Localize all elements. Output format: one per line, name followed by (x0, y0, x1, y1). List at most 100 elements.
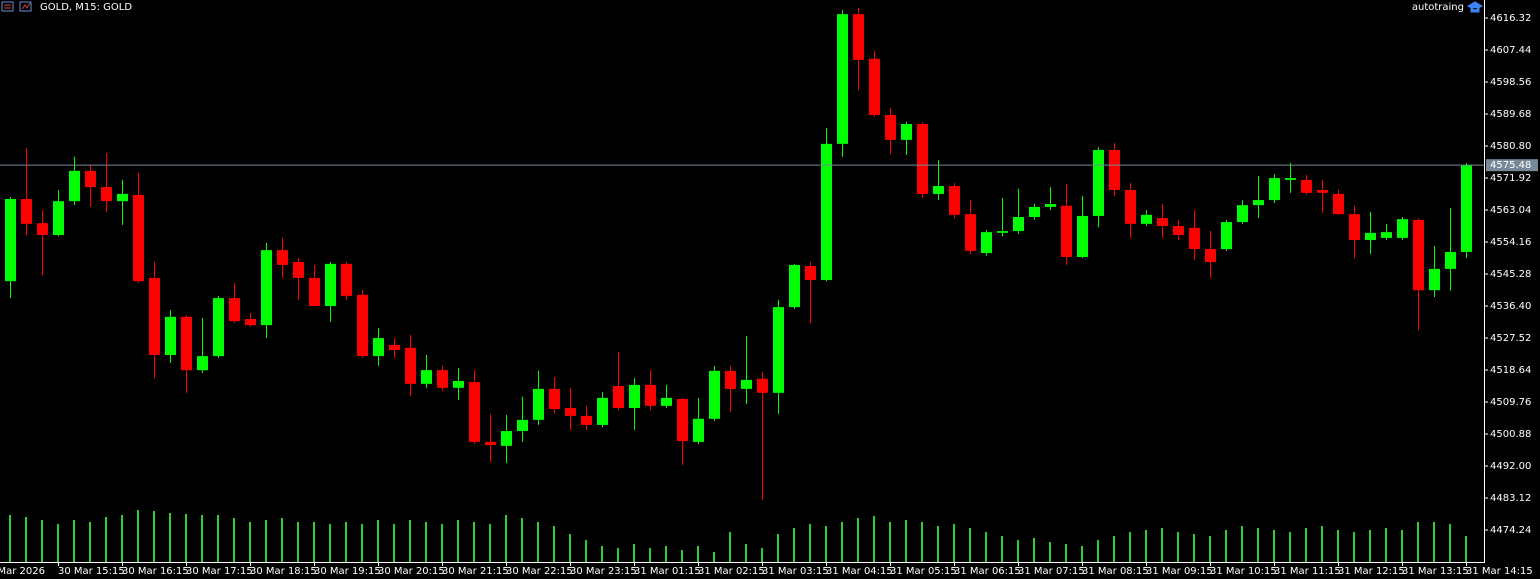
candle-body (261, 250, 272, 326)
volume-bar (153, 511, 155, 562)
candle-body (1093, 149, 1104, 216)
candle-body (213, 298, 224, 357)
volume-bar (761, 548, 763, 562)
volume-bar (905, 520, 907, 562)
x-tick-label: 30 Mar 22:15 (506, 566, 573, 577)
volume-bar (1001, 536, 1003, 562)
candle-body (21, 198, 32, 224)
candle-body (149, 277, 160, 356)
volume-bar (1017, 540, 1019, 562)
candle-body (69, 170, 80, 202)
candle-body (661, 397, 672, 406)
candle-body (853, 14, 864, 60)
volume-bar (1321, 526, 1323, 562)
candle-body (613, 386, 624, 408)
volume-bar (377, 520, 379, 562)
candle-body (501, 431, 512, 446)
volume-bar (201, 515, 203, 562)
x-tick-label: 30 Mar 20:15 (378, 566, 445, 577)
candle-body (1253, 200, 1264, 206)
volume-bar (1385, 528, 1387, 562)
volume-bar (265, 520, 267, 562)
volume-bar (1401, 530, 1403, 562)
chart-title: GOLD, M15: GOLD (40, 2, 132, 13)
x-tick-label: 30 Mar 2026 (0, 566, 45, 577)
candle-body (693, 418, 704, 442)
candle-body (1349, 214, 1360, 241)
x-tick-label: 31 Mar 07:15 (1018, 566, 1085, 577)
volume-bar (1417, 522, 1419, 562)
candle-body (421, 370, 432, 384)
volume-bar (393, 524, 395, 562)
candle-body (517, 419, 528, 432)
volume-bar (985, 532, 987, 562)
candle-body (117, 193, 128, 202)
candle-body (1397, 219, 1408, 238)
x-tick-label: 31 Mar 01:15 (634, 566, 701, 577)
y-tick-label: 4554.16 (1490, 237, 1531, 248)
candle-body (197, 356, 208, 371)
candle-body (549, 388, 560, 410)
symbol-icon (1, 1, 32, 12)
chart-icon-line (21, 2, 31, 10)
volume-bar (169, 513, 171, 562)
candle-body (1109, 149, 1120, 190)
candle-body (933, 186, 944, 194)
volume-bar (137, 510, 139, 562)
volume-bar (233, 518, 235, 562)
x-tick-label: 31 Mar 10:15 (1210, 566, 1277, 577)
candle-body (1189, 227, 1200, 250)
expert-icon (1466, 1, 1484, 13)
candle-body (949, 186, 960, 215)
candle-body (389, 344, 400, 350)
volume-bar (1065, 544, 1067, 562)
candle-body (965, 214, 976, 251)
volume-bar (633, 544, 635, 562)
last-price-tag (1486, 159, 1538, 172)
candle-body (1045, 204, 1056, 207)
volume-bar (1369, 530, 1371, 562)
candle-body (1077, 215, 1088, 258)
x-tick-label: 31 Mar 05:15 (890, 566, 957, 577)
candle-body (37, 223, 48, 236)
y-tick-label: 4527.52 (1490, 333, 1531, 344)
candle-body (53, 201, 64, 236)
volume-bar (1337, 530, 1339, 562)
candle-body (1013, 217, 1024, 232)
volume-bar (1465, 536, 1467, 562)
volume-bar (1209, 536, 1211, 562)
candle-body (1157, 218, 1168, 227)
volume-bar (601, 546, 603, 562)
candle-body (437, 370, 448, 388)
volume-bar (73, 520, 75, 562)
y-tick-label: 4492.00 (1490, 461, 1531, 472)
volume-bar (57, 524, 59, 562)
y-tick-label: 4607.44 (1490, 45, 1531, 56)
volume-bar (1097, 540, 1099, 562)
volume-bar (857, 518, 859, 562)
candle-body (677, 398, 688, 442)
y-tick-label: 4598.56 (1490, 77, 1531, 88)
volume-bar (681, 550, 683, 562)
volume-bar (185, 514, 187, 562)
volume-bar (1289, 532, 1291, 562)
volume-bar (969, 528, 971, 562)
candle-body (293, 262, 304, 278)
volume-bar (889, 522, 891, 562)
candle-body (773, 307, 784, 393)
volume-bar (809, 524, 811, 562)
volume-bar (489, 524, 491, 562)
x-tick-label: 30 Mar 19:15 (314, 566, 381, 577)
candle-body (1317, 189, 1328, 193)
candle-body (645, 384, 656, 406)
x-tick-label: 30 Mar 21:15 (442, 566, 509, 577)
x-tick-label: 31 Mar 11:15 (1274, 566, 1341, 577)
volume-bar (697, 546, 699, 562)
volume-bar (1257, 528, 1259, 562)
candle-body (917, 124, 928, 194)
candle-body (453, 380, 464, 388)
candle-body (1061, 205, 1072, 258)
candle-body (709, 370, 720, 419)
y-tick-label: 4500.88 (1490, 429, 1531, 440)
volume-bar (521, 518, 523, 562)
